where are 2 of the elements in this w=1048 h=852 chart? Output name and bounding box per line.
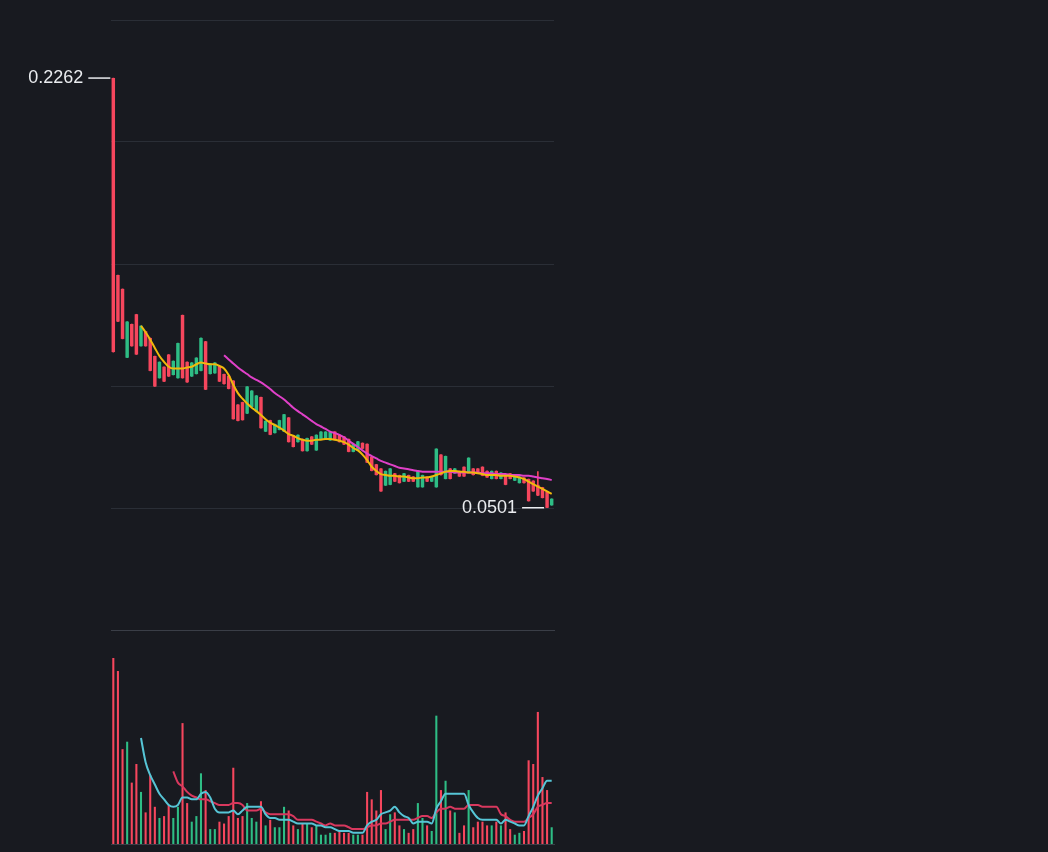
annotation: 0.0501	[462, 496, 518, 517]
text: 0.2262	[28, 67, 84, 88]
